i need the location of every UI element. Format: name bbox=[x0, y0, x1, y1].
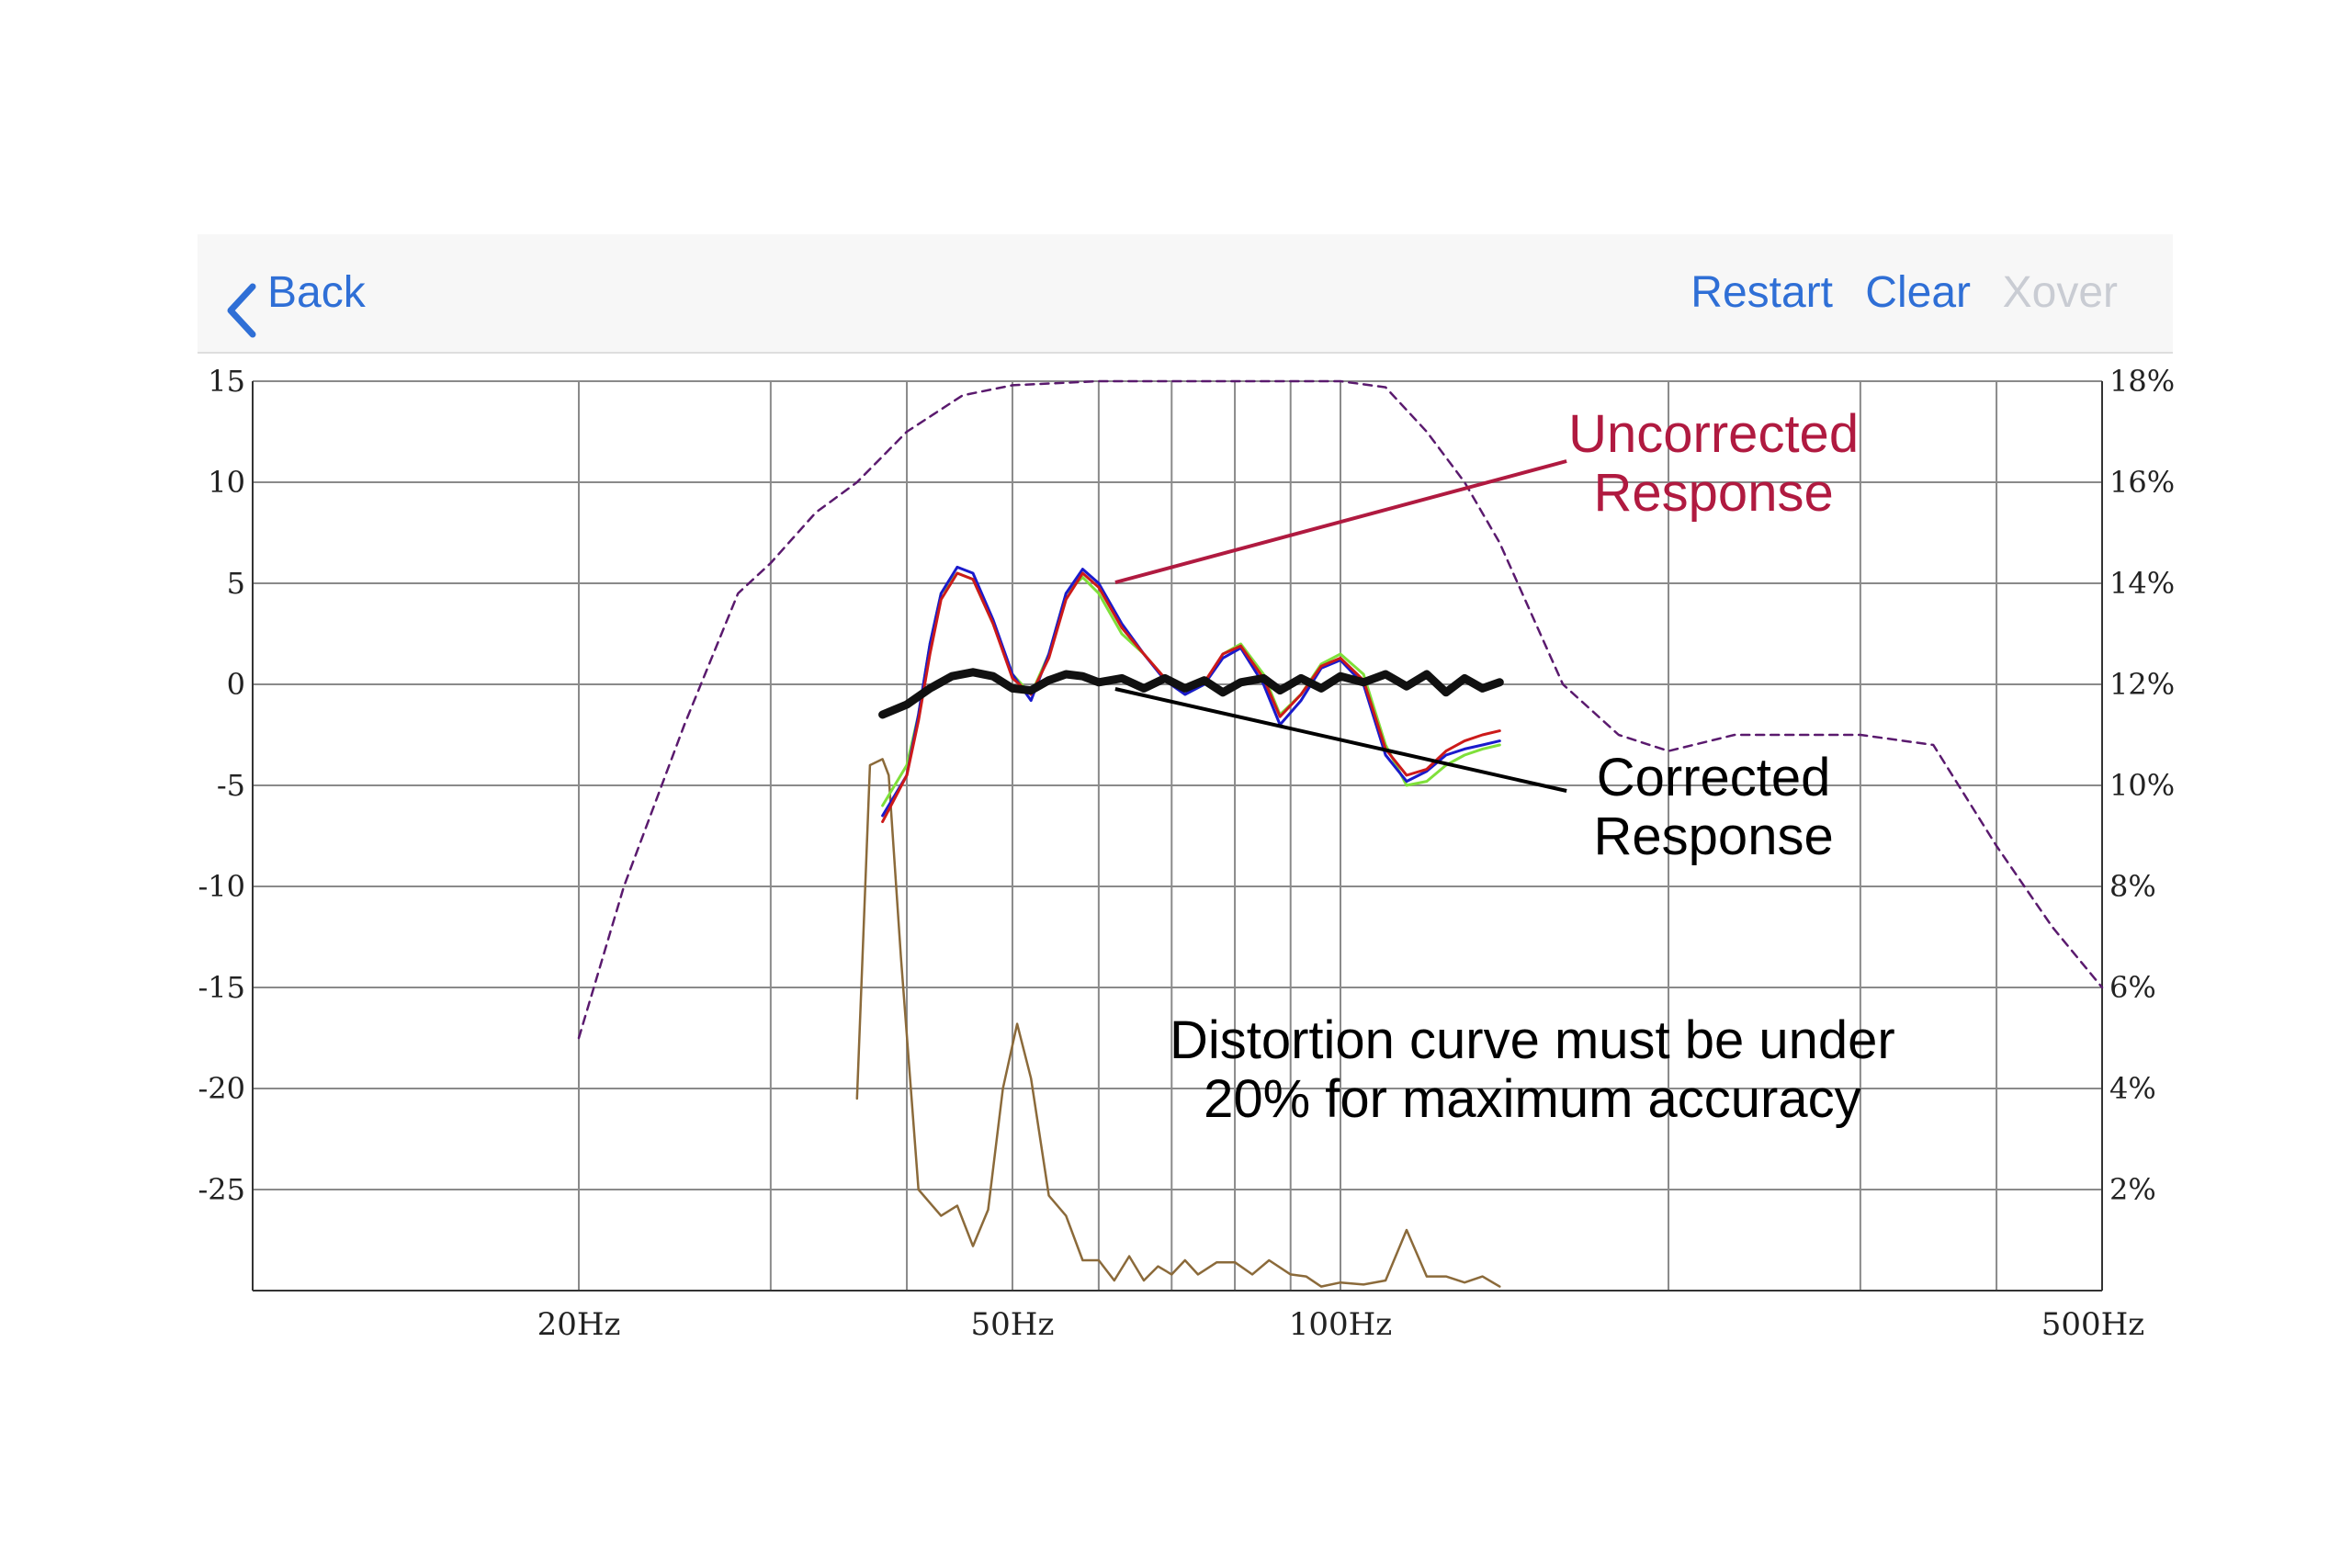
x-tick-label: 50Hz bbox=[971, 1306, 1055, 1343]
y-tick-label: 10 bbox=[208, 465, 245, 500]
y-tick-label: -5 bbox=[217, 768, 245, 803]
x-tick-label: 20Hz bbox=[537, 1306, 621, 1343]
x-tick-label: 500Hz bbox=[2041, 1306, 2144, 1343]
y2-tick-label: 10% bbox=[2109, 768, 2175, 803]
annotation-text: Corrected bbox=[1597, 748, 1831, 807]
y2-tick-label: 12% bbox=[2109, 667, 2175, 702]
y-tick-label: -10 bbox=[198, 869, 245, 904]
annotation-pointer bbox=[1114, 459, 1567, 584]
chevron-left-icon bbox=[225, 265, 258, 383]
y-tick-label: 5 bbox=[227, 566, 245, 601]
series-line-3 bbox=[881, 565, 1501, 818]
series-line-1 bbox=[855, 758, 1501, 1288]
back-button[interactable]: Back bbox=[225, 234, 366, 352]
y2-tick-label: 16% bbox=[2109, 465, 2175, 500]
y2-tick-label: 8% bbox=[2109, 869, 2156, 904]
y2-tick-label: 2% bbox=[2109, 1172, 2156, 1207]
series-line-0 bbox=[577, 379, 2104, 1040]
chart-series bbox=[577, 379, 2104, 1288]
series-line-5 bbox=[878, 668, 1504, 719]
annotation-text: Uncorrected bbox=[1568, 404, 1859, 464]
chart-annotations: UncorrectedResponseCorrectedResponseDist… bbox=[1114, 404, 1895, 1129]
annotation-pointer bbox=[1114, 687, 1567, 793]
y2-tick-label: 4% bbox=[2109, 1071, 2156, 1106]
clear-button[interactable]: Clear bbox=[1865, 268, 1971, 317]
y-tick-label: 0 bbox=[227, 667, 245, 702]
y2-tick-label: 18% bbox=[2109, 364, 2175, 399]
back-label: Back bbox=[267, 268, 366, 317]
annotation-text: Distortion curve must be under bbox=[1170, 1010, 1895, 1070]
annotation-text: Response bbox=[1594, 463, 1834, 523]
navigation-bar: Back Restart Clear Xover bbox=[198, 234, 2173, 354]
restart-button[interactable]: Restart bbox=[1690, 268, 1833, 317]
y-tick-label: 15 bbox=[208, 364, 245, 399]
y2-tick-label: 6% bbox=[2109, 970, 2156, 1005]
y-tick-label: -15 bbox=[198, 970, 245, 1005]
chart-axes: 15 10 5 0 -5 -10 -15 -20 -25 18% 16% 14% 12% 10% 8% 6% 4… bbox=[198, 364, 2175, 1343]
y-tick-label: -25 bbox=[198, 1172, 245, 1207]
annotation-text: 20% for maximum accuracy bbox=[1204, 1069, 1861, 1129]
annotation-text: Response bbox=[1594, 807, 1834, 866]
y2-tick-label: 14% bbox=[2109, 566, 2175, 601]
x-tick-label: 100Hz bbox=[1289, 1306, 1392, 1343]
xover-button: Xover bbox=[2002, 268, 2118, 317]
y-tick-label: -20 bbox=[198, 1071, 245, 1106]
